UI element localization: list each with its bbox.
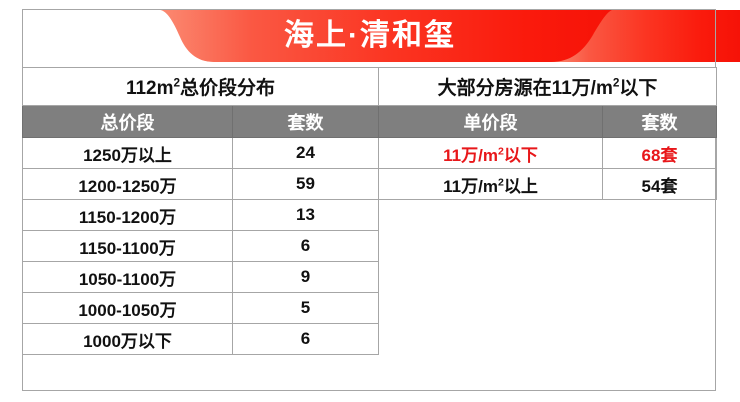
right-table-title-row: 大部分房源在11万/m2以下 <box>377 67 718 106</box>
table-row: 1000万以下 6 <box>22 323 380 355</box>
right-table-header-row: 单价段 套数 <box>378 105 718 138</box>
table-row: 1150-1200万 13 <box>22 199 380 231</box>
left-title-main: 112m <box>125 78 174 99</box>
left-row-label: 1250万以上 <box>22 137 233 169</box>
left-col-header-price: 总价段 <box>22 105 233 138</box>
left-title-tail: 总价段分布 <box>180 78 276 99</box>
left-row-label: 1050-1100万 <box>22 261 233 293</box>
right-title-tail: 以下 <box>619 78 658 99</box>
banner-ribbon <box>22 10 740 62</box>
left-row-label: 1000万以下 <box>22 323 233 355</box>
table-row: 1150-1100万 6 <box>22 230 380 262</box>
left-row-count: 6 <box>231 230 380 262</box>
right-table-title: 大部分房源在11万/m2以下 <box>377 67 718 106</box>
right-col-header-unitprice: 单价段 <box>378 105 603 138</box>
unit-price-table: 大部分房源在11万/m2以下 单价段 套数 11万/m2以下 68套 11万/m… <box>377 67 718 200</box>
left-row-label: 1150-1100万 <box>22 230 233 262</box>
left-row-count: 59 <box>231 168 380 200</box>
left-table-title: 112m2总价段分布 <box>21 67 380 106</box>
left-table-title-row: 112m2总价段分布 <box>21 67 380 106</box>
table-row: 1000-1050万 5 <box>22 292 380 324</box>
right-title-superscript: 2 <box>612 76 620 90</box>
right-row-label: 11万/m2以上 <box>378 168 603 200</box>
right-row-label-superscript: 2 <box>497 175 504 188</box>
left-col-header-count: 套数 <box>231 105 380 138</box>
table-row: 1050-1100万 9 <box>22 261 380 293</box>
left-row-count: 5 <box>231 292 380 324</box>
right-col-header-count: 套数 <box>601 105 718 138</box>
left-table-header-row: 总价段 套数 <box>22 105 380 138</box>
left-row-count: 24 <box>231 137 380 169</box>
right-row-count: 54套 <box>601 168 718 200</box>
table-row: 1200-1250万 59 <box>22 168 380 200</box>
table-row: 11万/m2以下 68套 <box>378 137 718 169</box>
left-row-count: 6 <box>231 323 380 355</box>
right-row-label: 11万/m2以下 <box>378 137 603 169</box>
left-row-label: 1200-1250万 <box>22 168 233 200</box>
left-title-superscript: 2 <box>173 76 181 90</box>
banner-title: 海上·清和玺 <box>284 19 456 52</box>
table-row: 11万/m2以上 54套 <box>378 168 718 200</box>
left-row-count: 13 <box>231 199 380 231</box>
left-row-label: 1000-1050万 <box>22 292 233 324</box>
table-row: 1250万以上 24 <box>22 137 380 169</box>
right-title-head: 大部分房源在11万/m <box>437 78 613 99</box>
right-row-count: 68套 <box>601 137 718 169</box>
total-price-table: 112m2总价段分布 总价段 套数 1250万以上 24 1200-1250万 … <box>21 67 380 355</box>
left-row-label: 1150-1200万 <box>22 199 233 231</box>
banner: 海上·清和玺 <box>0 0 740 68</box>
left-row-count: 9 <box>231 261 380 293</box>
right-row-label-tail: 以上 <box>503 176 538 196</box>
right-row-label-superscript: 2 <box>497 144 504 157</box>
right-row-label-head: 11万/m <box>443 176 498 196</box>
right-row-label-head: 11万/m <box>443 145 498 165</box>
right-row-label-tail: 以下 <box>503 145 538 165</box>
